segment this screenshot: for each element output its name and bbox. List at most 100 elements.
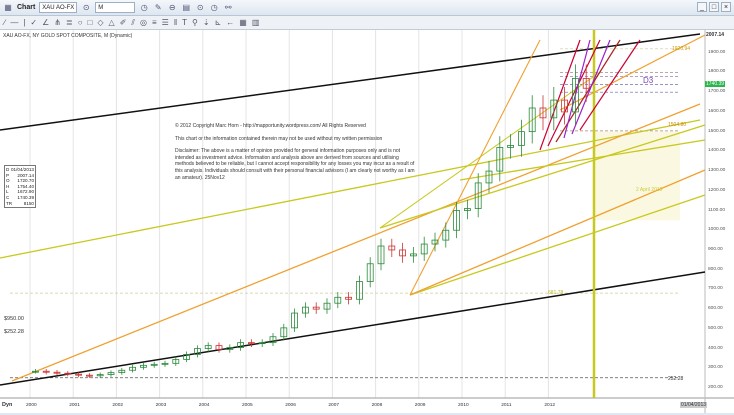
upper-channel-line [0, 33, 701, 131]
ohlc-row: L 1672.90 [6, 189, 34, 195]
link-icon[interactable]: ⚯ [224, 3, 232, 12]
trend-line [459, 139, 706, 181]
symbol-input[interactable]: XAU AO-FX [39, 2, 78, 13]
trend-line [409, 194, 706, 296]
lower-channel-line [0, 271, 706, 386]
year-tick: 2008 [371, 403, 383, 408]
refresh-icon[interactable]: ⊙ [82, 3, 90, 12]
price-tick: 600.00 [708, 306, 723, 312]
text-tool-icon[interactable]: T [182, 18, 188, 27]
fan-line [571, 39, 611, 135]
ohlc-box: D 01/04/2013 P 2007.14 O 1720.70 H 1754.40 L… [4, 165, 36, 209]
price-tick: 1100.00 [708, 207, 725, 213]
year-tick: 2004 [198, 403, 210, 408]
year-tick: 2007 [328, 403, 340, 408]
fib-ext-tool-icon[interactable]: ≡ [151, 18, 157, 27]
copyright-text: © 2012 Copyright Marc Horn - http://mapp… [175, 123, 366, 129]
hline-tool-icon[interactable]: — [10, 18, 19, 27]
disclaimer-text: Disclaimer: The above is a matter of opi… [175, 148, 415, 181]
year-tick: 2005 [242, 403, 253, 408]
candle-body [474, 182, 482, 209]
candle-body [64, 372, 72, 375]
end-date-label: 01/04/2013 [680, 402, 708, 408]
level-label-1920: 1920.94 [672, 46, 691, 52]
settings-icon[interactable]: ⊖ [168, 3, 176, 12]
rect-tool-icon[interactable]: □ [87, 18, 93, 27]
period-select[interactable]: M [95, 2, 136, 13]
candle-body [193, 348, 201, 355]
candle-body [334, 296, 342, 304]
copyright-note: © 2012 Copyright Marc Horn - http://mapp… [175, 123, 415, 187]
line-tool-icon[interactable]: ∕ [4, 18, 6, 27]
close-button[interactable]: × [721, 2, 731, 12]
angle-tool-icon[interactable]: ∠ [42, 18, 50, 27]
year-tick: 2009 [414, 403, 426, 408]
price-tick: 800.00 [708, 266, 723, 272]
channel-tool-icon[interactable]: ⫽ [131, 17, 135, 27]
marker-tool-icon[interactable]: ⚲ [192, 18, 198, 27]
fan-line [555, 39, 621, 143]
trend-line [409, 39, 541, 296]
maximize-button[interactable]: □ [709, 2, 719, 12]
candle-body [345, 296, 353, 300]
price-tick: 1700.00 [708, 89, 726, 95]
candle-body [237, 342, 245, 348]
cycle-tool-icon[interactable]: ‖ [173, 18, 178, 27]
year-tick: 2012 [544, 403, 556, 408]
fan-line [563, 39, 591, 139]
trend-line [409, 169, 706, 296]
back-tool-icon[interactable]: ← [226, 18, 235, 27]
year-tick: 2002 [112, 403, 124, 408]
grid-tool-icon[interactable]: ▦ [239, 18, 247, 27]
pencil-icon[interactable]: ✎ [154, 3, 162, 12]
chart-area[interactable] [0, 30, 734, 413]
candle-body [388, 245, 396, 251]
trend-line [0, 119, 701, 259]
pen-tool-icon[interactable]: ◇ [97, 18, 104, 27]
table-tool-icon[interactable]: ▥ [251, 18, 260, 27]
chart-icon: ▦ [4, 3, 12, 12]
candle-body [269, 336, 277, 344]
chart-header: XAU AO-FX, NY GOLD SPOT COMPOSITE, M (Dy… [3, 33, 133, 39]
vline-tool-icon[interactable]: | [23, 18, 26, 27]
candle-body [172, 359, 180, 364]
candle-body [129, 366, 137, 371]
candle-body [161, 362, 169, 365]
year-tick: 2010 [458, 403, 469, 408]
dynamic-button[interactable]: Dyn [2, 402, 13, 408]
triangle-tool-icon[interactable]: △ [108, 18, 115, 27]
check-tool-icon[interactable]: ✓ [30, 18, 38, 27]
candle-body [53, 371, 61, 374]
candle-body [96, 374, 104, 377]
ellipse-tool-icon[interactable]: ○ [77, 18, 83, 27]
candle-body [355, 281, 363, 300]
price-tick: 1900.00 [708, 49, 726, 55]
brush-tool-icon[interactable]: ✐ [119, 18, 127, 27]
level-label-681: 681.78 [548, 290, 564, 296]
circle-tool-icon[interactable]: ◎ [139, 18, 147, 27]
minimize-button[interactable]: _ [697, 2, 707, 12]
candle-body [204, 345, 212, 349]
target-icon[interactable]: ⊙ [196, 3, 204, 12]
ohlc-row: C 1740.39 [6, 194, 34, 200]
candle-body [118, 369, 126, 374]
candle-body [539, 107, 547, 119]
gann-tool-icon[interactable]: ⊾ [214, 18, 222, 27]
price-tick: 300.00 [708, 365, 723, 371]
price-tick: 1400.00 [708, 148, 726, 154]
target-date-label: 2 April 2015 [636, 187, 663, 193]
time-icon[interactable]: ◷ [210, 3, 218, 12]
candle-body [518, 131, 525, 146]
last-price-label: 1740.39 [705, 81, 726, 87]
pitchfork-tool-icon[interactable]: ⋔ [54, 18, 61, 27]
template-icon[interactable]: ▤ [182, 3, 191, 12]
clock-icon[interactable]: ◷ [140, 3, 148, 12]
arrow-tool-icon[interactable]: ⇣ [202, 18, 210, 27]
price-chart[interactable] [0, 30, 734, 413]
level-label-1504: 1504.80 [668, 122, 687, 128]
candle-body [507, 145, 515, 148]
fib-tool-icon[interactable]: ≣ [66, 18, 73, 27]
trend-line [379, 71, 601, 229]
price-tick: 1200.00 [708, 187, 726, 193]
fib-time-tool-icon[interactable]: ☰ [161, 18, 169, 27]
